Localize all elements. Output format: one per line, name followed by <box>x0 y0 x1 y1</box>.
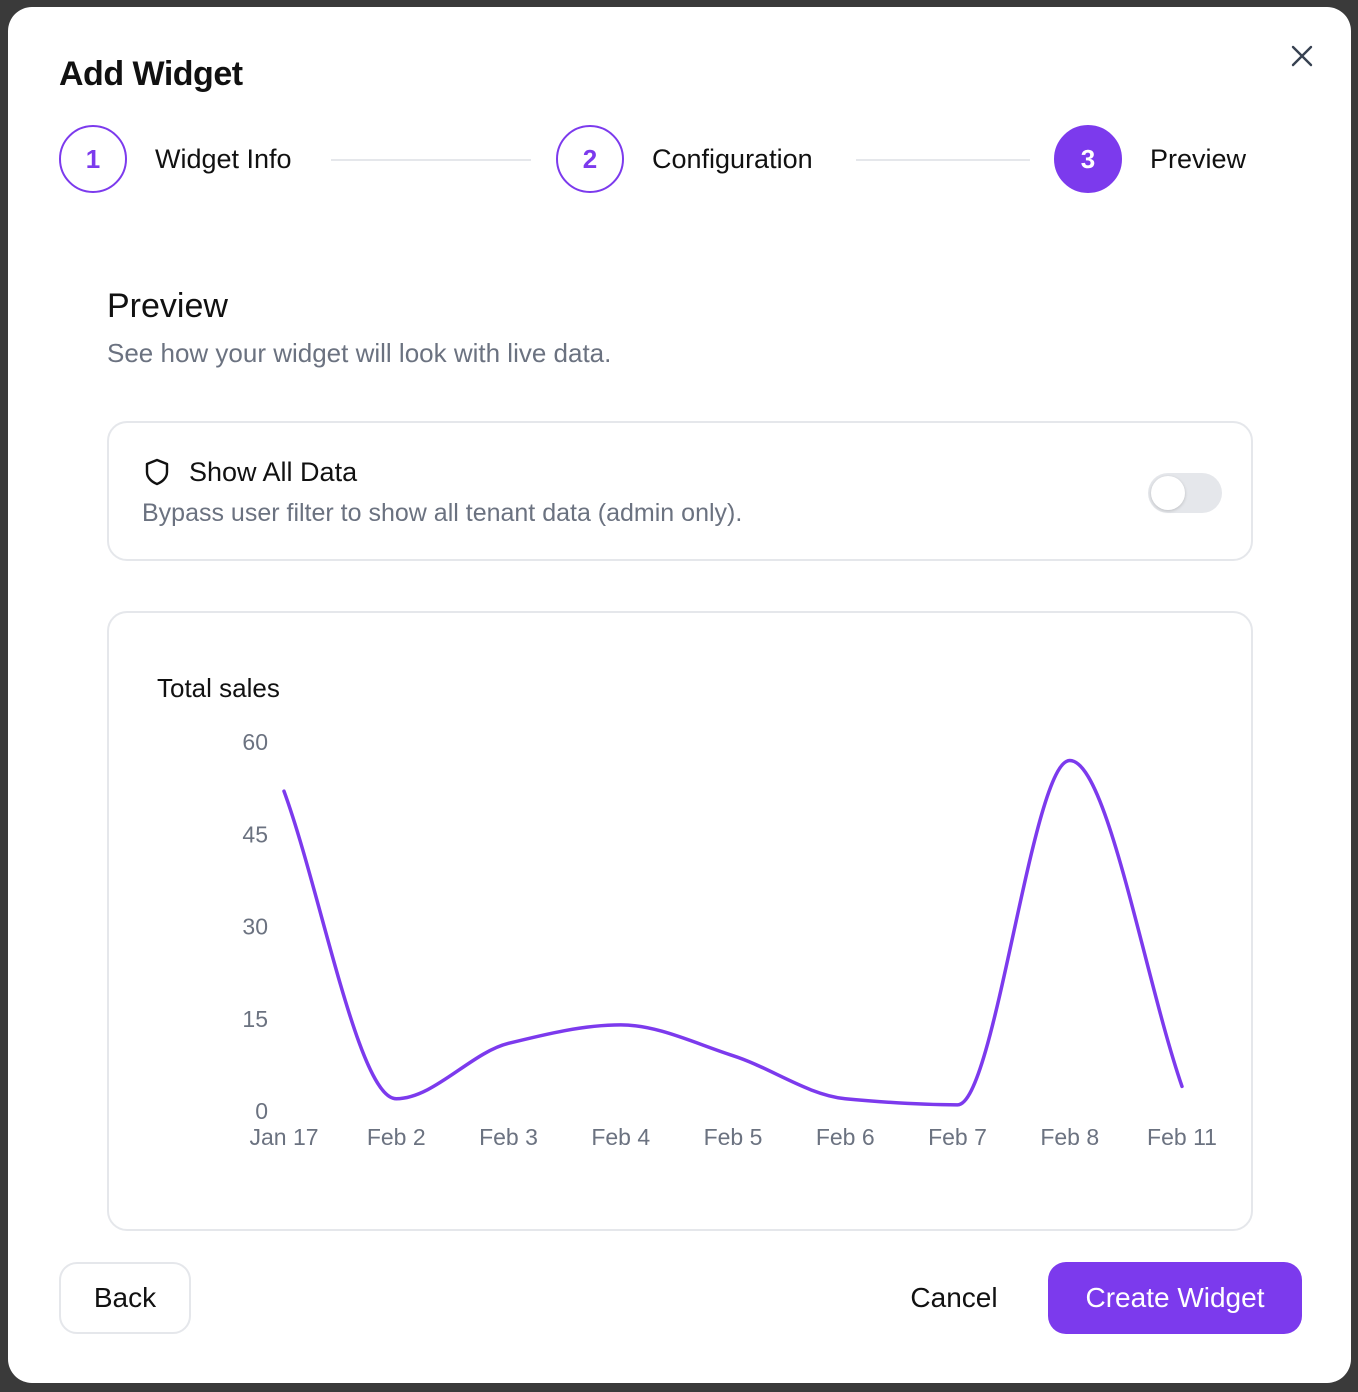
y-tick-label: 60 <box>242 729 268 755</box>
show-all-data-description: Bypass user filter to show all tenant da… <box>142 499 743 527</box>
step-connector-1 <box>331 159 531 161</box>
show-all-data-toggle[interactable] <box>1148 473 1222 513</box>
x-tick-label: Feb 2 <box>367 1124 426 1150</box>
dialog-title: Add Widget <box>59 55 243 93</box>
step-2-indicator[interactable]: 2 <box>556 125 624 193</box>
show-all-data-card: Show All Data Bypass user filter to show… <box>107 421 1253 561</box>
sales-chart: Total sales 0 15 30 45 60 Jan 17 Feb 2 Feb 3 Fe… <box>157 673 1217 1150</box>
close-button[interactable] <box>1286 40 1318 72</box>
step-connector-2 <box>856 159 1030 161</box>
stepper: 1 Widget Info 2 Configuration 3 Preview <box>59 125 1259 197</box>
x-tick-label: Jan 17 <box>249 1124 318 1150</box>
chart-title: Total sales <box>157 673 280 703</box>
x-tick-label: Feb 8 <box>1040 1124 1099 1150</box>
preview-heading: Preview <box>107 287 228 325</box>
y-tick-label: 0 <box>255 1098 268 1124</box>
x-tick-label: Feb 3 <box>479 1124 538 1150</box>
x-tick-label: Feb 11 <box>1147 1124 1217 1150</box>
x-axis-ticks: Jan 17 Feb 2 Feb 3 Feb 4 Feb 5 Feb 6 Feb 7 Feb … <box>249 1124 1216 1150</box>
preview-description: See how your widget will look with live … <box>107 338 612 368</box>
close-icon <box>1291 45 1313 67</box>
y-tick-label: 45 <box>242 821 268 847</box>
shield-icon <box>145 458 169 486</box>
y-tick-label: 15 <box>242 1006 268 1032</box>
step-2-label[interactable]: Configuration <box>652 144 813 174</box>
x-tick-label: Feb 6 <box>816 1124 875 1150</box>
toggle-knob <box>1151 476 1185 510</box>
show-all-data-title: Show All Data <box>189 457 358 487</box>
cancel-button[interactable]: Cancel <box>910 1282 998 1313</box>
y-tick-label: 30 <box>242 914 268 940</box>
y-axis-ticks: 0 15 30 45 60 <box>242 729 268 1124</box>
x-tick-label: Feb 5 <box>704 1124 763 1150</box>
chart-card <box>107 611 1253 1231</box>
create-widget-button[interactable]: Create Widget <box>1048 1262 1302 1334</box>
x-tick-label: Feb 4 <box>591 1124 650 1150</box>
back-button[interactable]: Back <box>59 1262 191 1334</box>
step-1-indicator[interactable]: 1 <box>59 125 127 193</box>
step-1-label[interactable]: Widget Info <box>155 144 292 174</box>
sales-series-line <box>282 758 1184 1107</box>
x-tick-label: Feb 7 <box>928 1124 987 1150</box>
step-3-label[interactable]: Preview <box>1150 144 1247 174</box>
step-3-indicator[interactable]: 3 <box>1054 125 1122 193</box>
add-widget-dialog: Add Widget 1 Widget Info 2 Configuration… <box>8 7 1351 1383</box>
